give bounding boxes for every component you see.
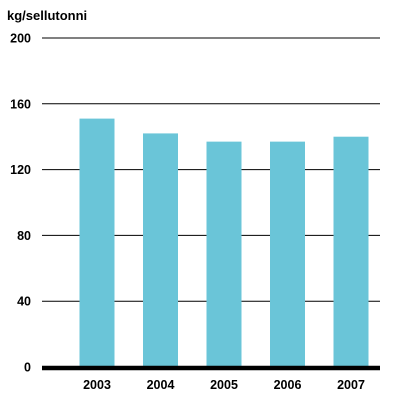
- x-tick-label: 2007: [337, 378, 365, 392]
- y-tick-label: 120: [10, 163, 31, 177]
- bar-2007: [333, 136, 369, 367]
- bar-2006: [270, 141, 305, 367]
- x-tick-label: 2005: [210, 378, 238, 392]
- bar-2004: [143, 133, 178, 367]
- y-tick-label: 200: [10, 32, 31, 46]
- bars: [79, 118, 369, 367]
- x-tick-label: 2003: [83, 378, 111, 392]
- y-tick-label: 0: [24, 361, 31, 375]
- y-tick-label: 80: [17, 229, 31, 243]
- x-tick-label: 2004: [147, 378, 175, 392]
- bar-2005: [206, 141, 242, 367]
- y-axis-unit-label: kg/sellutonni: [7, 8, 87, 23]
- x-tick-labels: 2003 2004 2005 2006 2007: [83, 378, 365, 392]
- y-tick-label: 40: [17, 295, 31, 309]
- y-tick-label: 160: [10, 97, 31, 111]
- bar-2003: [79, 118, 115, 367]
- y-tick-labels: 0 40 80 120 160 200: [10, 32, 31, 375]
- x-tick-label: 2006: [274, 378, 302, 392]
